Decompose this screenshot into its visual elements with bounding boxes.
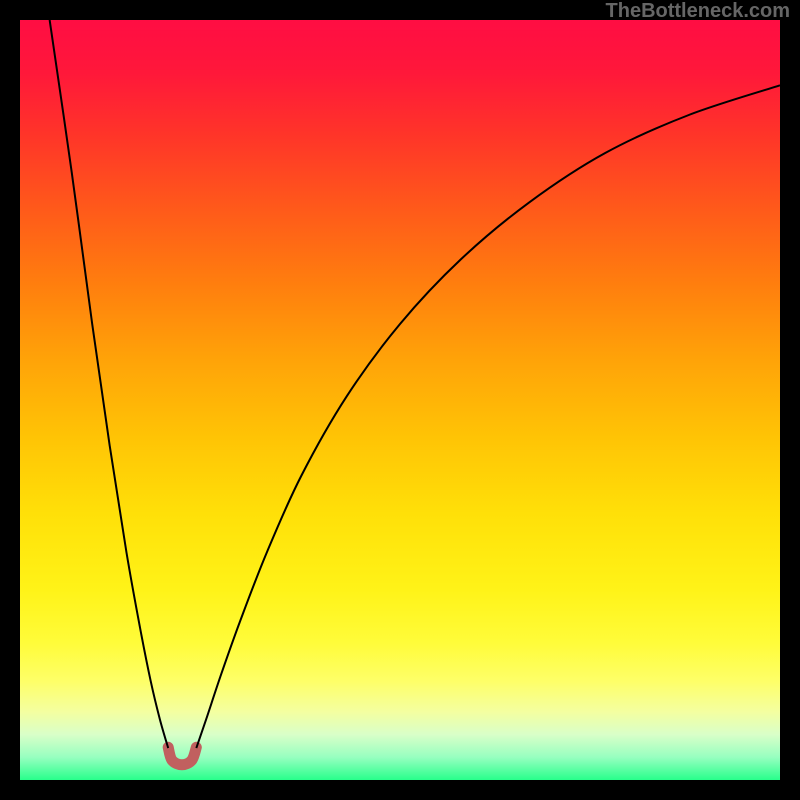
chart-svg bbox=[0, 0, 800, 800]
plot-area bbox=[20, 20, 780, 780]
bottleneck-chart: TheBottleneck.com bbox=[0, 0, 800, 800]
watermark-text: TheBottleneck.com bbox=[606, 0, 790, 23]
